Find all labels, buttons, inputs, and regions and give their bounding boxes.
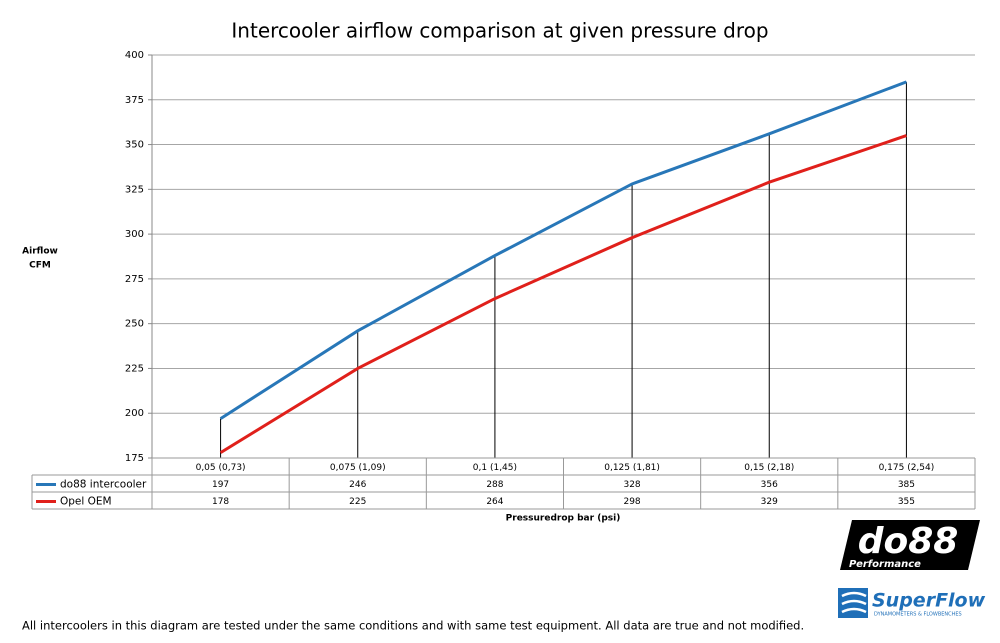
table-value: 328 [623,480,640,490]
y-tick-label: 350 [125,140,144,151]
table-value: 178 [212,497,229,507]
x-tick-label: 0,075 (1,09) [330,463,386,473]
footer-note: All intercoolers in this diagram are tes… [22,619,804,633]
y-tick-label: 175 [125,453,144,464]
y-axis-label: CFM [29,261,51,271]
x-tick-label: 0,125 (1,81) [604,463,660,473]
table-value: 385 [898,480,915,490]
y-tick-label: 375 [125,95,144,106]
logo-subtext: Performance [849,559,921,570]
logo-text: SuperFlow [872,590,986,612]
y-tick-label: 325 [125,184,144,195]
table-value: 329 [761,497,778,507]
y-tick-label: 200 [125,408,144,419]
table-value: 355 [898,497,915,507]
logo-subtext: DYNAMOMETERS & FLOWBENCHES [874,612,962,618]
y-tick-label: 400 [125,50,144,61]
x-tick-label: 0,05 (0,73) [196,463,246,473]
x-tick-label: 0,15 (2,18) [744,463,794,473]
logo-text: do88 [858,521,959,562]
table-value: 225 [349,497,366,507]
logo-icon-waves [841,591,867,614]
y-tick-label: 275 [125,274,144,285]
y-tick-label: 225 [125,363,144,374]
x-tick-label: 0,175 (2,54) [879,463,935,473]
legend-label: Opel OEM [60,496,112,508]
series-line [219,80,907,420]
brand-logo: do88 Performance [840,520,980,570]
legend-label: do88 intercooler [60,479,147,491]
table-value: 288 [486,480,503,490]
y-tick-label: 250 [125,319,144,330]
table-value: 264 [486,497,503,507]
logo-shape [840,520,980,570]
chart-title: Intercooler airflow comparison at given … [231,19,768,43]
y-tick-label: 300 [125,229,144,240]
table-value: 246 [349,480,366,490]
y-axis-label: Airflow [22,247,58,257]
series-line [219,134,907,454]
x-axis-label: Pressuredrop bar (psi) [506,514,621,524]
partner-logo: SuperFlow DYNAMOMETERS & FLOWBENCHES [838,588,986,618]
table-value: 356 [761,480,778,490]
table-value: 298 [623,497,640,507]
x-tick-label: 0,1 (1,45) [473,463,517,473]
table-value: 197 [212,480,229,490]
